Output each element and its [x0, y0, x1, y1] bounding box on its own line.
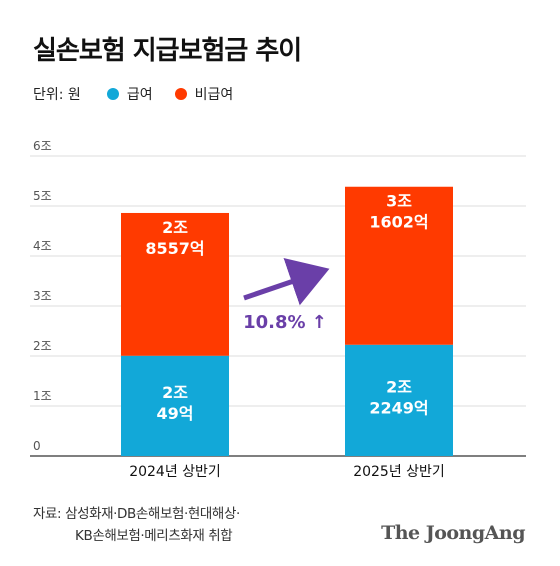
- bar-value-label: 1602억: [369, 213, 428, 232]
- bar-segment: [345, 344, 453, 456]
- legend-label: 급여: [126, 87, 153, 103]
- bar-value-label: 3조: [386, 192, 412, 211]
- legend-dot-icon: [174, 88, 187, 100]
- x-category-label: 2025년 상반기: [353, 464, 445, 480]
- y-tick-label: 1조: [33, 389, 52, 403]
- source-note: 자료: 삼성화재·DB손해보험·현대해상· KB손해보험·메리츠화재 취합: [33, 503, 240, 547]
- source-line-2: KB손해보험·메리츠화재 취합: [75, 528, 233, 544]
- y-tick-label: 3조: [33, 289, 52, 303]
- brand-logo: The JoongAng: [381, 522, 525, 544]
- legend-item-benefit: 급여: [106, 84, 153, 104]
- bar-segment: [345, 186, 453, 345]
- bar-value-label: 2249억: [369, 398, 428, 417]
- stacked-bar-chart: 0 1조 2조 3조 4조 5조 6조 2조 49억 2조 8557억 2024년 상반기 2조 224…: [30, 139, 526, 480]
- bar-segment: [121, 355, 229, 456]
- annotation-arrow: [243, 258, 330, 306]
- y-tick-label: 5조: [33, 189, 52, 203]
- legend: 단위: 원 급여 비급여: [33, 84, 255, 104]
- bar-segment: [121, 212, 229, 356]
- bar-value-label: 8557억: [145, 239, 204, 258]
- bar-value-label: 2조: [386, 377, 412, 396]
- y-tick-label: 4조: [33, 239, 52, 253]
- y-tick-label: 6조: [33, 139, 52, 153]
- unit-label: 단위: 원: [33, 87, 81, 103]
- bar-value-label: 2조: [162, 383, 188, 402]
- legend-dot-icon: [106, 88, 119, 100]
- y-tick-label: 0: [33, 439, 41, 453]
- x-category-label: 2024년 상반기: [129, 464, 221, 480]
- legend-item-nonbenefit: 비급여: [174, 84, 234, 104]
- legend-label: 비급여: [194, 87, 234, 103]
- source-line-1: 자료: 삼성화재·DB손해보험·현대해상·: [33, 506, 240, 522]
- annotation-text: 10.8% ↑: [243, 312, 327, 333]
- chart-title: 실손보험 지급보험금 추이: [33, 36, 302, 66]
- bar-value-label: 49억: [157, 404, 194, 423]
- bar-value-label: 2조: [162, 218, 188, 237]
- y-tick-label: 2조: [33, 339, 52, 353]
